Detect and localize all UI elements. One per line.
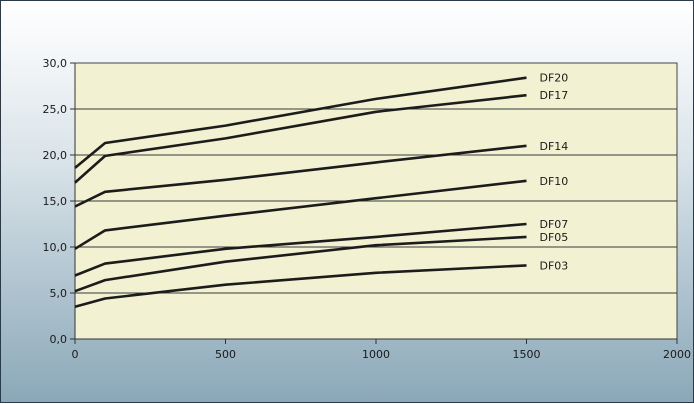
x-tick-label: 0 (72, 348, 79, 361)
series-label-df14: DF14 (540, 140, 569, 153)
y-tick-label: 10,0 (43, 241, 68, 254)
series-label-df03: DF03 (540, 259, 569, 272)
series-label-df20: DF20 (540, 72, 569, 85)
series-label-df10: DF10 (540, 175, 569, 188)
x-tick-label: 2000 (663, 348, 691, 361)
x-tick-label: 500 (215, 348, 236, 361)
series-line-df17 (74, 93, 527, 184)
series-line-df03 (74, 264, 527, 309)
y-tick-label: 15,0 (43, 195, 68, 208)
y-tick-label: 25,0 (43, 103, 68, 116)
series-line-df10 (74, 179, 527, 250)
y-tick-label: 30,0 (43, 57, 68, 70)
series-line-df07 (74, 222, 527, 277)
series-line-df14 (74, 144, 527, 208)
y-tick-label: 5,0 (50, 287, 68, 300)
series-label-df07: DF07 (540, 218, 569, 231)
x-tick-label: 1500 (513, 348, 541, 361)
y-tick-label: 0,0 (50, 333, 68, 346)
x-tick-label: 1000 (362, 348, 390, 361)
series-line-df05 (74, 235, 527, 293)
y-tick-label: 20,0 (43, 149, 68, 162)
series-line-df20 (74, 76, 527, 169)
series-label-df05: DF05 (540, 231, 569, 244)
series-label-df17: DF17 (540, 89, 569, 102)
